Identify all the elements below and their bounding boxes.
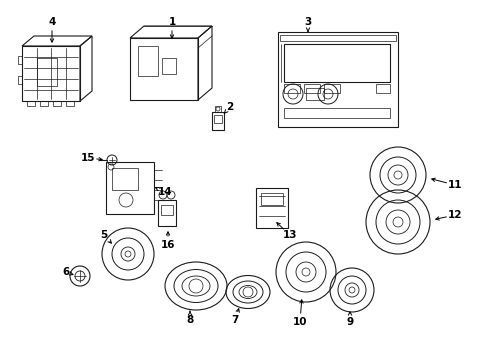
Text: 14: 14 bbox=[157, 187, 172, 197]
Text: 2: 2 bbox=[226, 102, 233, 112]
Bar bbox=[214, 115, 222, 123]
Text: 11: 11 bbox=[447, 180, 461, 190]
Bar bbox=[305, 88, 324, 100]
Bar bbox=[66, 101, 74, 106]
Bar bbox=[27, 101, 35, 106]
Bar bbox=[37, 58, 57, 86]
Bar bbox=[53, 101, 61, 106]
Text: 13: 13 bbox=[282, 230, 297, 240]
Bar bbox=[284, 44, 389, 82]
Bar bbox=[161, 205, 173, 215]
Text: 8: 8 bbox=[186, 315, 193, 325]
Bar bbox=[212, 112, 224, 130]
Text: 15: 15 bbox=[81, 153, 95, 163]
Text: 6: 6 bbox=[62, 267, 69, 277]
Bar bbox=[375, 84, 389, 93]
Bar bbox=[278, 32, 397, 127]
Text: 3: 3 bbox=[304, 17, 311, 27]
Bar bbox=[280, 35, 395, 41]
Text: 16: 16 bbox=[161, 240, 175, 250]
Bar bbox=[158, 200, 176, 226]
Bar bbox=[284, 84, 299, 93]
Bar bbox=[112, 168, 138, 190]
Text: 9: 9 bbox=[346, 317, 353, 327]
Text: 5: 5 bbox=[100, 230, 107, 240]
Bar bbox=[162, 58, 176, 74]
Text: 7: 7 bbox=[231, 315, 238, 325]
Bar bbox=[256, 188, 287, 228]
Bar bbox=[138, 46, 158, 76]
Bar bbox=[304, 84, 319, 93]
Bar bbox=[284, 108, 389, 118]
Bar bbox=[18, 76, 22, 84]
Bar bbox=[215, 106, 221, 112]
Bar bbox=[261, 193, 283, 205]
Text: 4: 4 bbox=[48, 17, 56, 27]
Bar bbox=[40, 101, 48, 106]
Text: 10: 10 bbox=[292, 317, 306, 327]
Text: 1: 1 bbox=[168, 17, 175, 27]
Text: 12: 12 bbox=[447, 210, 461, 220]
Bar bbox=[324, 84, 339, 93]
Bar bbox=[18, 56, 22, 64]
